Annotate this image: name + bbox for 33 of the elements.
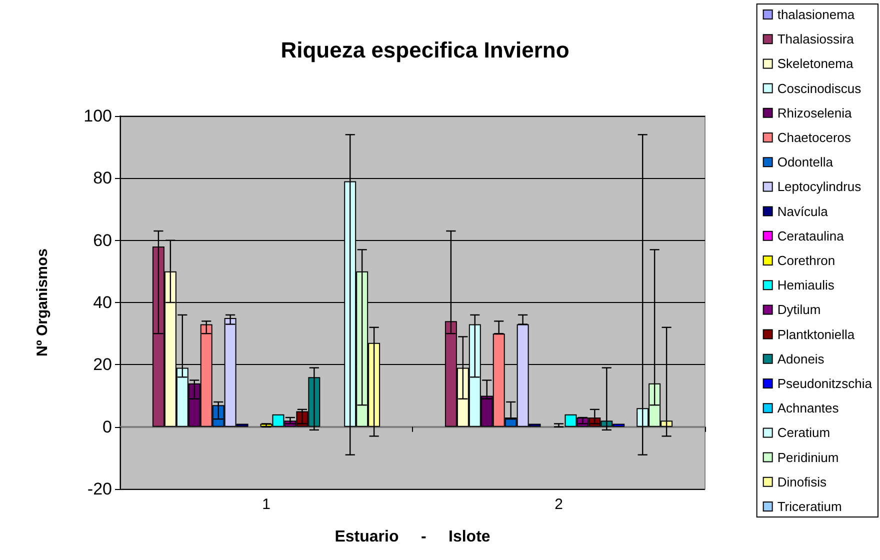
legend-label: Achnantes: [777, 400, 840, 416]
legend-label: Navícula: [777, 204, 829, 219]
y-tick-label: 0: [102, 417, 112, 436]
legend-label: Rhizoselenia: [777, 105, 853, 120]
legend-label: Plantktoniella: [777, 326, 856, 342]
x-tick-label: 1: [262, 496, 270, 513]
legend-label: Adoneis: [777, 351, 825, 366]
legend-label: Skeletonema: [777, 56, 854, 72]
legend-label: Dytilum: [777, 302, 821, 318]
y-tick-label: 60: [93, 230, 112, 250]
legend-label: Cerataulina: [777, 228, 845, 244]
legend-label: Leptocylindrus: [777, 179, 862, 194]
legend-label: Peridinium: [777, 450, 839, 465]
legend-label: Chaetoceros: [777, 130, 852, 145]
y-tick-label: -20: [87, 480, 112, 498]
legend-label: Odontella: [777, 154, 834, 170]
y-tick-label: 40: [93, 293, 112, 312]
y-axis-title: Nº Organismos: [34, 248, 51, 357]
legend-label: Dinofisis: [777, 474, 827, 490]
x-tick-label: 2: [554, 496, 563, 513]
x-axis-title: Estuario - Islote: [334, 528, 490, 546]
chart-title: Riqueza especifica Invierno: [280, 38, 570, 62]
y-tick-label: 80: [93, 168, 112, 188]
legend-label: thalasionema: [777, 7, 856, 22]
y-tick-label: 20: [93, 355, 112, 374]
legend-label: Coscinodiscus: [777, 80, 862, 96]
legend-label: Pseudonitzschia: [777, 376, 873, 391]
y-tick-label: 100: [84, 106, 112, 126]
legend-label: Triceratium: [777, 499, 842, 514]
legend-label: Ceratium: [777, 425, 830, 440]
legend-label: Thalasiossira: [777, 32, 855, 47]
legend-label: Corethron: [777, 253, 836, 268]
legend-label: Hemiaulis: [777, 278, 835, 293]
